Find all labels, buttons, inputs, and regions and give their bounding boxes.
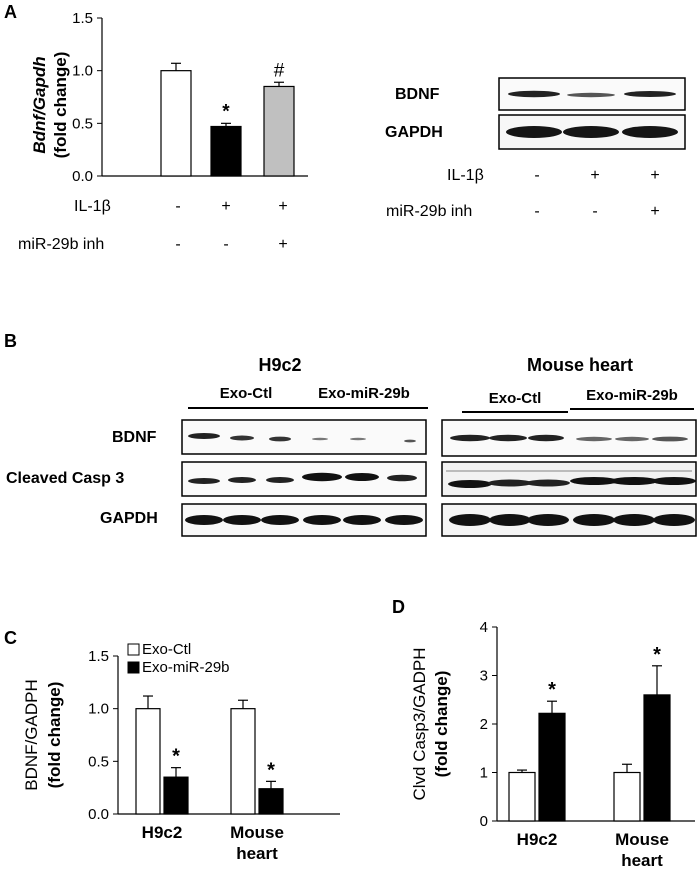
x-tick-label-d-1-0: Mouse <box>615 830 669 849</box>
bar-chart-c: 0.0 0.5 1.0 1.5 * H9c2 * Mouse heart BDNF/GADPH (f… <box>22 641 340 863</box>
panel-letter-c: C <box>4 628 17 648</box>
sign-b-il1b-2: + <box>590 167 600 184</box>
y-tick-label-a-3: 1.5 <box>72 10 93 27</box>
sign-b-il1b-1: - <box>534 167 540 184</box>
blot-a-label-bdnf: BDNF <box>395 86 440 103</box>
sub-title-heart-exo-mir29b: Exo-miR-29b <box>586 387 678 404</box>
underline-heart-exo-mir29b <box>570 408 694 410</box>
y-tick-label-c-3: 1.5 <box>88 648 109 665</box>
y-tick-label-d-1: 1 <box>480 765 488 782</box>
y-axis-label-c: BDNF/GADPH <box>22 679 41 790</box>
bar-d-0-0 <box>508 771 536 822</box>
significance-marker-a-1: * <box>222 101 230 122</box>
y-axis-label-c-line2: (fold change) <box>45 682 64 789</box>
x-tick-label-d-0-0: H9c2 <box>517 830 558 849</box>
significance-marker-d-1: * <box>653 644 661 666</box>
group-title-h9c2: H9c2 <box>258 355 302 375</box>
bar-chart-a: 0.0 0.5 1.0 1.5 * # Bdnf/Gapdh (fold change) <box>30 10 308 185</box>
y-tick-label-d-4: 4 <box>480 619 488 636</box>
bar-c-1-1 <box>258 788 284 815</box>
significance-marker-a-2: # <box>274 60 285 81</box>
treatment-label-mir29b-inh: miR-29b inh <box>18 236 105 253</box>
bar-chart-d: 0 1 2 3 4 * H9c2 * Mouse heart Clvd Casp3/GADPH (fo… <box>410 619 695 870</box>
sign-a-il1b-3: + <box>278 198 288 215</box>
y-tick-label-d-3: 3 <box>480 668 488 685</box>
significance-marker-c-1: * <box>267 759 275 781</box>
underline-h9c2-exo-mir29b <box>302 407 428 409</box>
blot-b-label-gapdh: GAPDH <box>100 510 158 527</box>
y-tick-label-a-2: 1.0 <box>72 63 93 80</box>
bar-d-1-0 <box>613 771 641 822</box>
y-tick-label-a-0: 0.0 <box>72 168 93 185</box>
sub-title-h9c2-exo-ctl: Exo-Ctl <box>219 385 273 402</box>
bar-a-2 <box>263 85 295 177</box>
underline-h9c2-exo-ctl <box>188 407 304 409</box>
sign-b-inh-3: + <box>650 203 660 220</box>
underline-heart-exo-ctl <box>462 411 568 413</box>
sign-b-inh-1: - <box>534 203 540 220</box>
x-tick-label-c-1-1: heart <box>236 844 278 863</box>
legend-label-c-1: Exo-miR-29b <box>142 659 230 676</box>
blot-a-treatment-il1b: IL-1β <box>447 167 484 184</box>
legend-swatch-c-0 <box>127 643 140 656</box>
panel-letter-b: B <box>4 331 17 351</box>
sub-title-h9c2-exo-mir29b: Exo-miR-29b <box>318 385 410 402</box>
x-tick-label-c-1-0: Mouse <box>230 823 284 842</box>
blot-a-treatment-mir29b-inh: miR-29b inh <box>386 203 473 220</box>
y-tick-label-c-1: 0.5 <box>88 753 109 770</box>
blot-a-label-gapdh: GAPDH <box>385 124 443 141</box>
y-tick-label-c-0: 0.0 <box>88 806 109 823</box>
bar-a-1 <box>210 125 242 177</box>
bar-d-1-1 <box>643 694 671 822</box>
legend-swatch-c-1 <box>127 661 140 674</box>
y-tick-label-c-2: 1.0 <box>88 701 109 718</box>
sign-a-inh-2: - <box>223 236 229 253</box>
panel-letter-d: D <box>392 597 405 617</box>
bar-c-0-1 <box>163 776 189 815</box>
sign-b-inh-2: - <box>592 203 598 220</box>
bar-c-0-0 <box>135 708 161 815</box>
sub-title-heart-exo-ctl: Exo-Ctl <box>488 390 542 407</box>
y-tick-label-d-0: 0 <box>480 813 488 830</box>
sign-b-il1b-3: + <box>650 167 660 184</box>
significance-marker-d-0: * <box>548 679 556 701</box>
blot-b-label-bdnf: BDNF <box>112 429 157 446</box>
y-axis-label-a-line2: (fold change) <box>51 52 70 159</box>
bar-c-1-0 <box>230 708 256 815</box>
treatment-label-il1b: IL-1β <box>74 198 111 215</box>
x-tick-label-c-0-0: H9c2 <box>142 823 183 842</box>
x-tick-label-d-1-1: heart <box>621 851 663 870</box>
sign-a-inh-3: + <box>278 236 288 253</box>
significance-marker-c-0: * <box>172 746 180 768</box>
y-axis-label-d: Clvd Casp3/GADPH <box>410 647 429 800</box>
y-axis-label-d-line2: (fold change) <box>432 671 451 778</box>
sign-a-inh-1: - <box>175 236 181 253</box>
y-tick-label-a-1: 0.5 <box>72 115 93 132</box>
sign-a-il1b-2: + <box>221 198 231 215</box>
bar-d-0-1 <box>538 712 566 822</box>
legend-label-c-0: Exo-Ctl <box>142 641 191 658</box>
bar-a-0 <box>160 70 192 177</box>
y-tick-label-d-2: 2 <box>480 716 488 733</box>
blot-b-label-cleaved-casp3: Cleaved Casp 3 <box>6 470 125 487</box>
panel-letter-a: A <box>4 2 17 22</box>
western-blot-b <box>181 419 697 537</box>
group-title-mouse-heart: Mouse heart <box>526 355 634 375</box>
y-axis-label-a: Bdnf/Gapdh <box>30 56 49 153</box>
western-blot-a <box>498 77 686 150</box>
sign-a-il1b-1: - <box>175 198 181 215</box>
